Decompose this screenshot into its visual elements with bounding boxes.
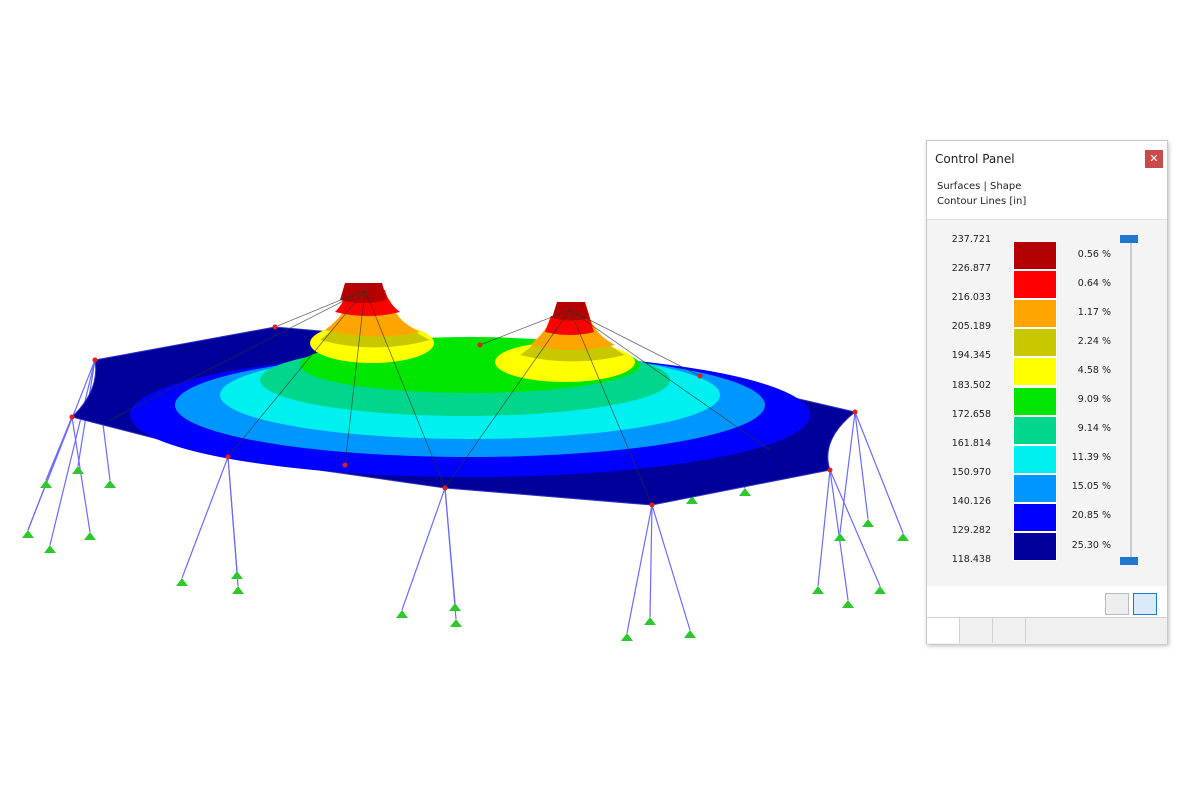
- toolbar-button[interactable]: [1105, 593, 1129, 615]
- legend-band: [1013, 328, 1057, 358]
- slider-track: [1130, 240, 1132, 560]
- membrane: [71, 283, 857, 506]
- panel-subtitle: Contour Lines [in]: [937, 196, 1027, 207]
- legend-value: 237.721: [951, 234, 991, 245]
- legend-band: [1013, 473, 1057, 503]
- nodes: [69, 324, 858, 508]
- close-button[interactable]: ✕: [1145, 150, 1163, 168]
- panel-subtitle: Surfaces | Shape: [937, 181, 1022, 192]
- model-view: [22, 283, 909, 641]
- legend-band: [1013, 502, 1057, 532]
- legend-band: [1013, 299, 1057, 329]
- legend-percent: 0.56 %: [1077, 248, 1111, 260]
- legend-band: [1013, 386, 1057, 416]
- legend-value: 118.438: [951, 554, 991, 566]
- legend: 237.721 226.877 216.033 205.189 194.345 183.5…: [927, 219, 1167, 586]
- legend-value: 140.126: [951, 495, 991, 507]
- legend-value: 216.033: [951, 292, 991, 304]
- legend-value: 172.658: [951, 408, 991, 420]
- legend-band: [1013, 270, 1057, 300]
- legend-percent: 20.85 %: [1071, 510, 1111, 522]
- legend-band: [1013, 241, 1057, 271]
- tab[interactable]: [993, 618, 1026, 643]
- legend-band: [1013, 532, 1057, 562]
- legend-percent: 11.39 %: [1071, 452, 1111, 464]
- panel-title: Control Panel: [935, 152, 1015, 166]
- legend-band: [1013, 415, 1057, 445]
- slider-handle[interactable]: [1120, 557, 1138, 565]
- legend-percent: 2.24 %: [1077, 335, 1111, 347]
- slider-handle[interactable]: [1120, 235, 1138, 243]
- legend-percent: 1.17 %: [1077, 306, 1111, 318]
- legend-band: [1013, 357, 1057, 387]
- legend-value: 129.282: [951, 525, 991, 536]
- legend-value: 150.970: [951, 466, 991, 478]
- legend-band: [1013, 444, 1057, 474]
- toolbar-button[interactable]: [1133, 593, 1157, 615]
- control-panel: Control Panel ✕ Surfaces | Shape Contour…: [926, 140, 1168, 644]
- legend-value: 161.814: [951, 437, 991, 449]
- tab[interactable]: [927, 618, 960, 643]
- legend-value: 194.345: [951, 350, 991, 362]
- legend-percent: 15.05 %: [1071, 481, 1111, 493]
- tab-bar: [927, 617, 1167, 644]
- supports: [22, 466, 909, 641]
- legend-value: 226.877: [951, 263, 991, 275]
- legend-percent: 4.58 %: [1077, 364, 1111, 376]
- legend-percent: 9.09 %: [1077, 394, 1111, 406]
- legend-percent: 9.14 %: [1077, 423, 1111, 435]
- legend-value: 205.189: [951, 321, 991, 333]
- legend-percent: 25.30 %: [1071, 539, 1111, 551]
- tab[interactable]: [960, 618, 993, 643]
- legend-value: 183.502: [951, 379, 991, 391]
- legend-percent: 0.64 %: [1077, 277, 1111, 289]
